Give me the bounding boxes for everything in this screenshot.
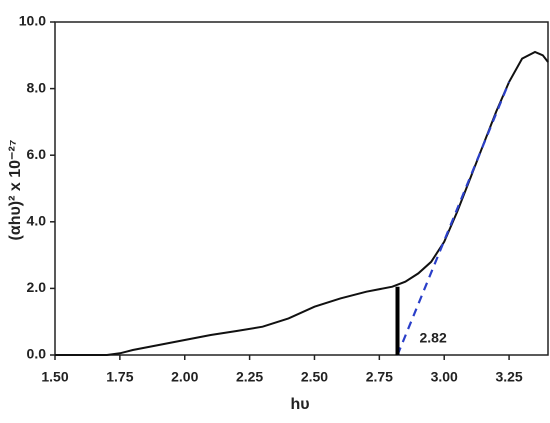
- x-tick-label: 2.00: [171, 369, 198, 385]
- x-tick-label: 2.75: [366, 369, 393, 385]
- y-tick-label: 0.0: [27, 346, 47, 362]
- x-tick-label: 3.00: [431, 369, 458, 385]
- x-tick-label: 1.50: [41, 369, 68, 385]
- tangent-line: [396, 81, 511, 356]
- y-tick-label: 4.0: [27, 213, 47, 229]
- data-line: [55, 50, 549, 356]
- x-tick-label: 2.50: [301, 369, 328, 385]
- x-tick-label: 3.25: [495, 369, 522, 385]
- band-gap-label: 2.82: [420, 330, 447, 346]
- y-tick-label: 10.0: [19, 13, 46, 29]
- x-axis-label: hυ: [290, 396, 309, 413]
- plot-frame: [54, 21, 549, 356]
- y-tick-label: 2.0: [27, 279, 47, 295]
- x-tick-label: 2.25: [236, 369, 263, 385]
- y-axis-label: (αhυ)² x 10⁻²⁷: [7, 140, 24, 241]
- y-tick-label: 6.0: [27, 146, 47, 162]
- y-tick-label: 8.0: [27, 79, 47, 95]
- x-tick-label: 1.75: [106, 369, 133, 385]
